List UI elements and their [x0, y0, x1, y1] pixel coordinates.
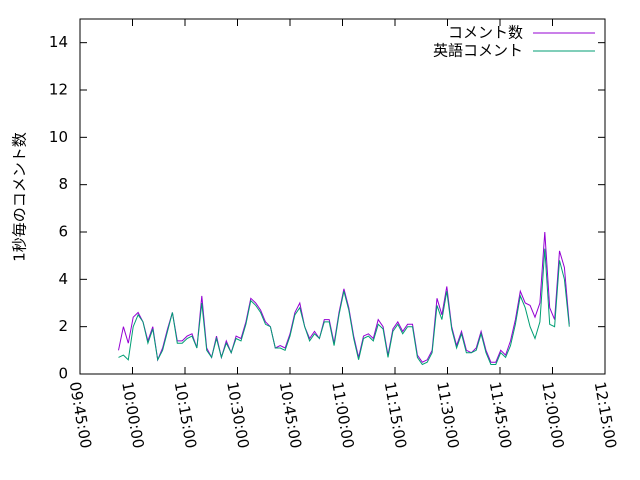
x-tick-label: 11:30:00 [433, 380, 462, 449]
x-tick-label: 11:00:00 [328, 380, 357, 449]
y-tick-label: 6 [58, 223, 68, 241]
y-tick-label: 4 [58, 270, 68, 288]
series-line [118, 248, 570, 366]
x-tick-label: 11:45:00 [486, 380, 515, 449]
x-tick-label: 10:30:00 [223, 380, 252, 449]
y-tick-label: 2 [58, 317, 68, 335]
y-axis-label: 1秒毎のコメント数 [11, 132, 29, 262]
x-tick-label: 12:00:00 [538, 380, 567, 449]
y-tick-label: 8 [58, 175, 68, 193]
x-tick-label: 09:45:00 [66, 380, 95, 449]
x-tick-label: 10:00:00 [118, 380, 147, 449]
x-tick-label: 10:15:00 [171, 380, 200, 449]
plot-frame [79, 18, 606, 375]
y-tick-label: 0 [58, 365, 68, 383]
x-tick-label: 11:15:00 [381, 380, 410, 449]
y-tick-label: 14 [49, 33, 68, 51]
y-tick-label: 10 [49, 128, 68, 146]
legend-label: 英語コメント [433, 42, 523, 60]
y-tick-label: 12 [49, 81, 68, 99]
legend-label: コメント数 [448, 24, 523, 42]
series-line [118, 231, 570, 363]
x-tick-label: 10:45:00 [276, 380, 305, 449]
x-tick-label: 12:15:00 [591, 380, 620, 449]
